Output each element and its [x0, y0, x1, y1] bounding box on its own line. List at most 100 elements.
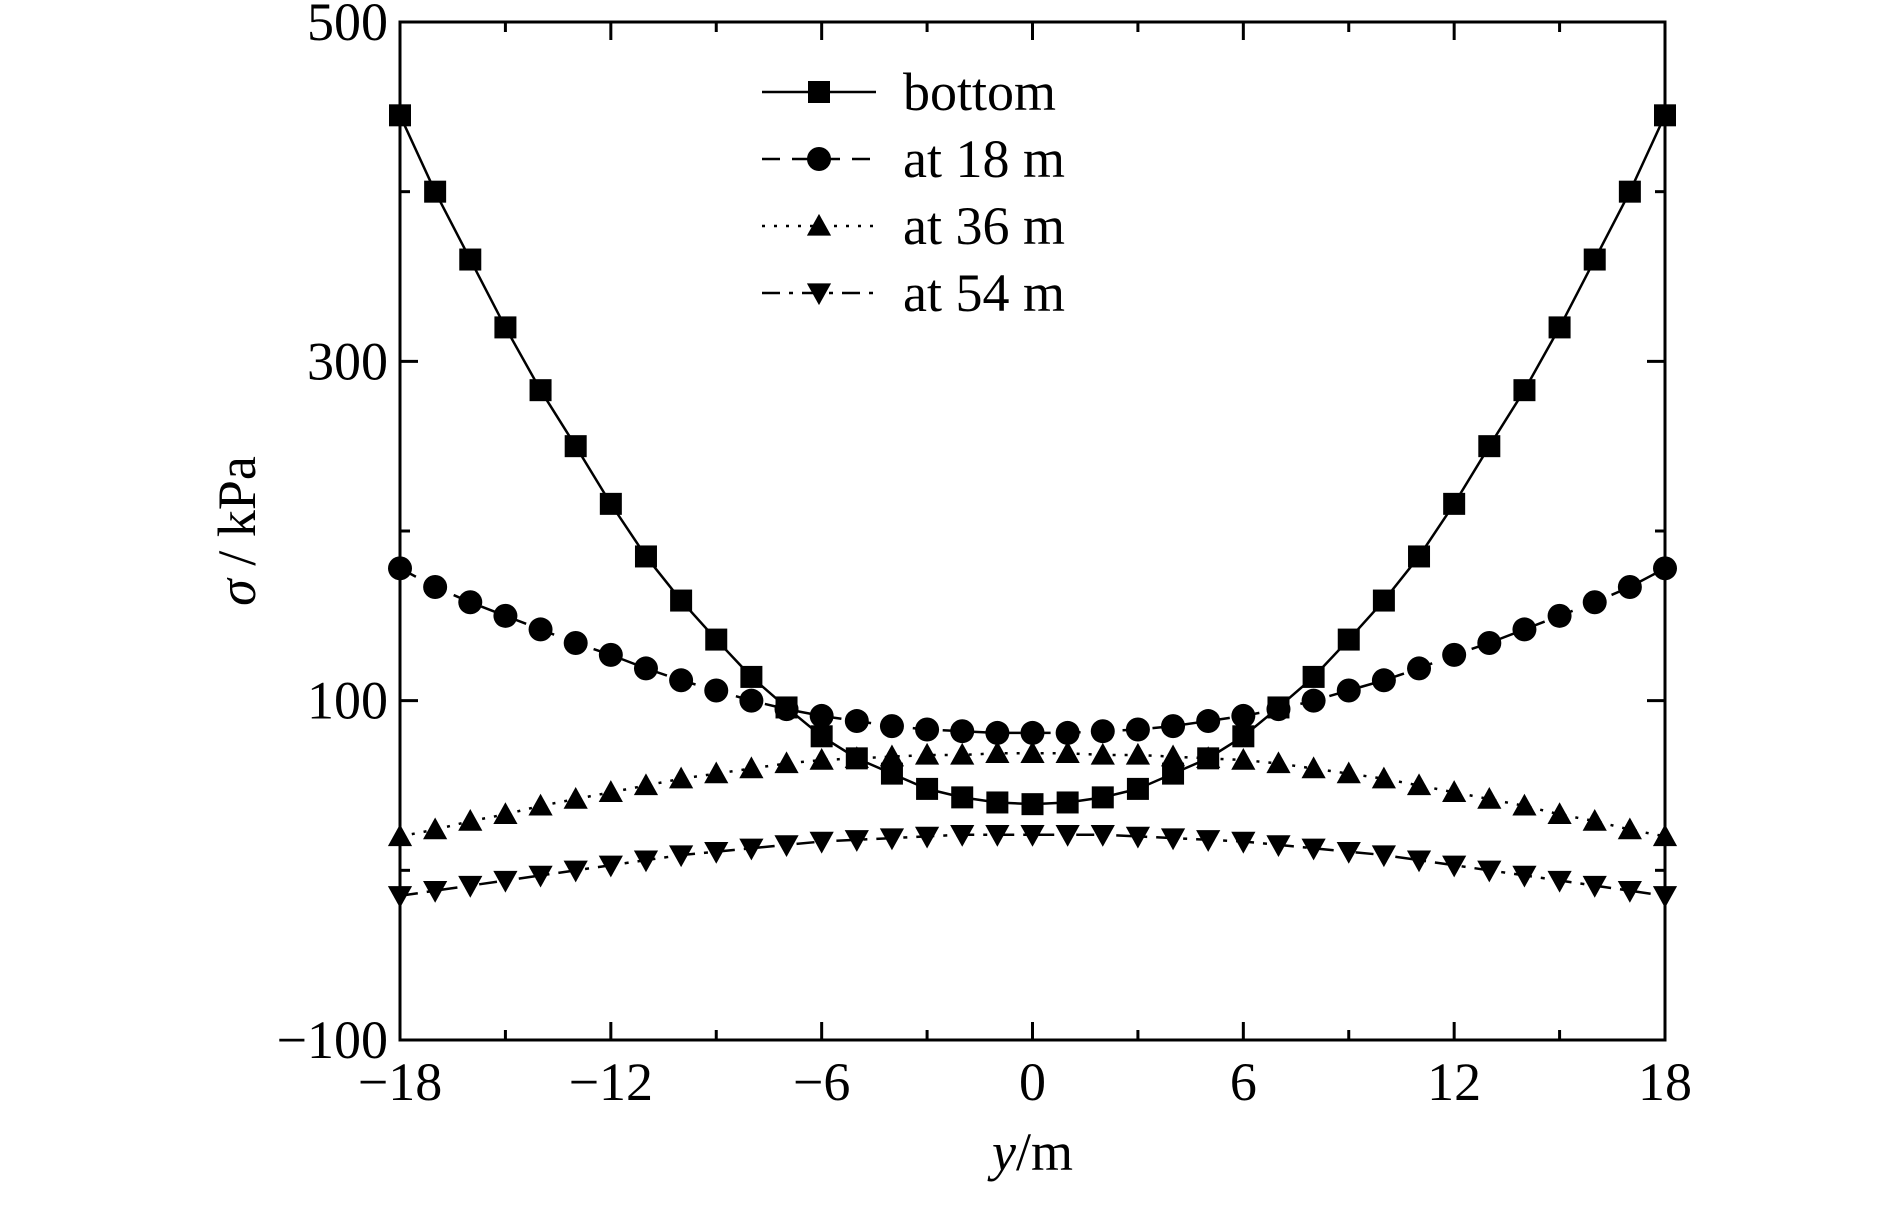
y-axis-unit: / kPa — [207, 456, 267, 579]
legend-marker — [806, 283, 832, 306]
data-point — [493, 802, 518, 825]
data-point — [669, 668, 694, 693]
data-point — [1266, 751, 1291, 774]
data-point — [950, 742, 975, 765]
data-point — [985, 741, 1010, 763]
data-point — [1477, 630, 1502, 655]
data-point — [1371, 845, 1396, 868]
data-point — [459, 248, 482, 271]
data-point — [916, 777, 939, 800]
data-point — [1231, 703, 1256, 728]
data-point — [844, 830, 869, 852]
data-point — [986, 791, 1009, 814]
data-point — [1020, 720, 1045, 745]
data-point — [494, 316, 517, 339]
y-axis-title: σ / kPa — [207, 456, 267, 606]
y-tick-label: 300 — [307, 331, 388, 391]
data-point — [774, 835, 799, 857]
data-point — [564, 435, 587, 458]
data-point — [1091, 786, 1114, 809]
data-point — [529, 379, 552, 402]
data-point — [704, 678, 729, 703]
data-point — [423, 881, 448, 903]
y-tick-label: −100 — [277, 1010, 388, 1070]
data-point — [1372, 589, 1395, 612]
data-point — [1406, 773, 1432, 796]
data-point — [879, 714, 904, 739]
data-point — [1231, 747, 1256, 770]
data-point — [1582, 875, 1607, 898]
data-point — [704, 841, 729, 864]
legend-marker — [807, 147, 831, 171]
data-point — [1583, 248, 1606, 271]
data-point — [1478, 435, 1501, 458]
x-tick-label: 6 — [1230, 1052, 1257, 1112]
data-point — [704, 761, 729, 784]
data-point — [844, 709, 869, 734]
data-point — [1055, 720, 1080, 745]
data-point — [1336, 761, 1361, 784]
data-point — [493, 870, 518, 893]
series-at-36-m — [387, 741, 1678, 847]
series-line — [399, 567, 1666, 735]
data-point — [915, 717, 940, 742]
data-point — [424, 180, 447, 203]
data-point — [1477, 860, 1502, 883]
x-axis-unit: /m — [1016, 1122, 1073, 1182]
data-point — [1162, 762, 1185, 785]
data-point — [1442, 855, 1467, 878]
x-tick-label: 18 — [1638, 1052, 1692, 1112]
data-point — [739, 756, 764, 779]
data-point — [563, 786, 588, 809]
data-point — [634, 545, 657, 568]
series-at-18-m — [388, 556, 1677, 745]
y-axis-variable: σ — [207, 577, 267, 606]
data-point — [1266, 697, 1291, 722]
data-point — [1371, 766, 1396, 789]
data-point — [1301, 688, 1326, 713]
axis-ticks: −18 −12 −6 0 6 12 18 −100 100 300 500 — [277, 0, 1692, 1112]
data-point — [423, 817, 448, 840]
x-axis-title: y/m — [987, 1122, 1073, 1182]
data-point — [1231, 831, 1256, 854]
data-point — [1442, 642, 1467, 667]
data-point — [950, 719, 975, 744]
data-point — [739, 838, 764, 861]
data-point — [950, 825, 975, 847]
data-point — [1582, 809, 1607, 831]
data-point — [809, 747, 834, 770]
legend-item: at 54 m — [762, 263, 1065, 323]
data-point — [740, 665, 763, 688]
data-point — [1618, 180, 1641, 203]
data-point — [1477, 786, 1502, 809]
legend: bottom at 18 m at 36 m at 54 m — [762, 62, 1065, 323]
data-point — [1055, 825, 1080, 847]
data-point — [1125, 826, 1151, 849]
legend-label: bottom — [903, 62, 1056, 122]
data-point — [670, 589, 693, 612]
data-point — [739, 688, 764, 713]
legend-label: at 36 m — [903, 196, 1065, 256]
data-point — [1301, 756, 1326, 779]
data-point — [598, 642, 623, 667]
legend-label: at 54 m — [903, 263, 1065, 323]
data-point — [1090, 825, 1115, 847]
data-point — [1196, 830, 1221, 852]
data-point — [528, 617, 553, 642]
legend-item: at 18 m — [762, 129, 1065, 189]
data-point — [1161, 714, 1186, 739]
data-point — [669, 766, 694, 789]
data-point — [633, 773, 659, 796]
data-point — [1512, 793, 1537, 816]
data-point — [458, 875, 483, 898]
x-tick-label: −12 — [569, 1052, 653, 1112]
data-point — [1090, 742, 1115, 765]
data-point — [1160, 744, 1186, 767]
data-point — [1371, 668, 1396, 693]
data-point — [1055, 741, 1080, 763]
data-point — [1582, 590, 1607, 615]
x-tick-label: −6 — [793, 1052, 850, 1112]
data-point — [1547, 870, 1572, 893]
data-point — [1196, 746, 1221, 769]
data-point — [1512, 617, 1537, 642]
